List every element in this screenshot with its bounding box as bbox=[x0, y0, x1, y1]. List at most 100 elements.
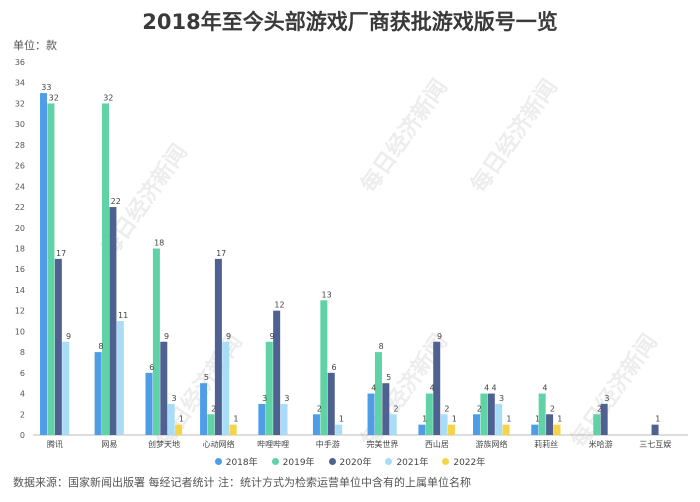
bar bbox=[214, 258, 222, 435]
y-tick-label: 18 bbox=[15, 245, 25, 254]
bar bbox=[502, 424, 510, 435]
bar bbox=[273, 310, 281, 435]
bar bbox=[538, 393, 546, 435]
bar bbox=[145, 372, 153, 435]
bar-value-label: 6 bbox=[149, 363, 154, 372]
bar bbox=[320, 300, 328, 435]
bar-value-label: 1 bbox=[452, 415, 457, 424]
watermark-text: 每日经济新闻 bbox=[356, 74, 453, 197]
bar bbox=[389, 414, 397, 435]
y-tick-label: 20 bbox=[15, 224, 25, 233]
legend-item: 2020年 bbox=[328, 455, 371, 468]
bar-value-label: 2 bbox=[317, 404, 322, 413]
bar bbox=[152, 248, 160, 435]
bar-value-label: 8 bbox=[98, 342, 103, 351]
bar-value-label: 2 bbox=[550, 404, 555, 413]
legend-item: 2018年 bbox=[214, 455, 258, 468]
legend-swatch bbox=[328, 458, 336, 465]
legend-item: 2021年 bbox=[385, 455, 428, 468]
bar-value-label: 8 bbox=[379, 342, 384, 351]
y-tick-label: 14 bbox=[15, 286, 25, 295]
x-category-label: 莉莉丝 bbox=[534, 439, 558, 449]
x-category-label: 哔哩哔哩 bbox=[257, 440, 289, 449]
bar bbox=[167, 403, 175, 435]
chart-bars bbox=[40, 93, 659, 435]
bar bbox=[440, 414, 448, 435]
legend-swatch bbox=[385, 458, 393, 465]
bar-value-label: 2 bbox=[477, 404, 482, 413]
bar bbox=[265, 341, 273, 435]
x-category-label: 中手游 bbox=[316, 439, 340, 449]
bar bbox=[280, 403, 288, 435]
y-tick-label: 2 bbox=[20, 410, 25, 419]
bar-value-label: 22 bbox=[111, 197, 121, 206]
y-tick-label: 12 bbox=[15, 307, 25, 316]
chart-legend: 2018年 2019年 2020年 2021年 2022年 bbox=[0, 455, 700, 468]
bar-value-label: 9 bbox=[226, 332, 231, 341]
y-tick-label: 34 bbox=[15, 79, 25, 88]
bar bbox=[425, 393, 433, 435]
y-tick-label: 22 bbox=[15, 203, 25, 212]
bar-value-label: 2 bbox=[597, 404, 602, 413]
bar-value-label: 17 bbox=[56, 249, 66, 258]
x-category-label: 三七互娱 bbox=[639, 440, 671, 449]
bar-value-label: 3 bbox=[604, 394, 609, 403]
bar bbox=[553, 424, 561, 435]
bar-value-label: 2 bbox=[211, 404, 216, 413]
bar bbox=[47, 103, 55, 435]
bar bbox=[495, 403, 503, 435]
bar bbox=[335, 424, 343, 435]
bar-value-label: 17 bbox=[216, 249, 226, 258]
bar bbox=[374, 352, 382, 435]
x-category-label: 米哈游 bbox=[589, 439, 613, 449]
y-tick-label: 0 bbox=[20, 431, 25, 440]
y-tick-label: 4 bbox=[20, 390, 25, 399]
y-tick-label: 28 bbox=[15, 141, 25, 150]
y-tick-label: 36 bbox=[15, 58, 25, 67]
legend-swatch bbox=[442, 458, 450, 465]
y-tick-label: 32 bbox=[15, 99, 25, 108]
bar bbox=[487, 393, 495, 435]
bar-value-label: 1 bbox=[179, 415, 184, 424]
bar-value-label: 11 bbox=[118, 311, 128, 320]
bar-value-label: 6 bbox=[332, 363, 337, 372]
bar-value-label: 4 bbox=[430, 384, 435, 393]
y-tick-label: 16 bbox=[15, 265, 25, 274]
bar bbox=[116, 321, 124, 435]
x-category-label: 游族网络 bbox=[476, 439, 508, 449]
bar-value-label: 3 bbox=[284, 394, 289, 403]
bar-value-label: 3 bbox=[262, 394, 267, 403]
bar bbox=[258, 403, 266, 435]
bar-value-label: 32 bbox=[49, 93, 59, 102]
bar-value-label: 9 bbox=[66, 332, 71, 341]
chart-category-labels: 腾讯 网易 创梦天地 心动网络 哔哩哔哩 中手游 完美世界 西山居 游族网络 莉莉丝 米哈游 三七互娱 bbox=[47, 439, 671, 449]
watermark-text: 每日经济新闻 bbox=[466, 74, 563, 197]
x-category-label: 西山居 bbox=[425, 439, 449, 449]
bar bbox=[207, 414, 215, 435]
bar bbox=[546, 414, 554, 435]
bar bbox=[94, 352, 102, 435]
bar bbox=[367, 393, 375, 435]
bar bbox=[651, 424, 659, 435]
legend-label: 2018年 bbox=[225, 458, 258, 468]
bar-value-label: 9 bbox=[437, 332, 442, 341]
x-category-label: 心动网络 bbox=[203, 439, 235, 449]
bar-value-label: 1 bbox=[535, 415, 540, 424]
y-tick-label: 6 bbox=[20, 369, 25, 378]
bar-value-label: 1 bbox=[339, 415, 344, 424]
bar-value-label: 2 bbox=[393, 404, 398, 413]
bar bbox=[175, 424, 183, 435]
bar-value-label: 32 bbox=[103, 93, 113, 102]
bar-value-label: 18 bbox=[154, 239, 164, 248]
y-tick-label: 24 bbox=[15, 182, 25, 191]
y-tick-label: 8 bbox=[20, 348, 25, 357]
bar-value-label: 4 bbox=[484, 384, 489, 393]
bar-value-label: 1 bbox=[233, 415, 238, 424]
x-category-label: 创梦天地 bbox=[148, 439, 180, 449]
bar-value-label: 4 bbox=[371, 384, 376, 393]
bar-value-label: 1 bbox=[655, 415, 660, 424]
bar-value-label: 2 bbox=[444, 404, 449, 413]
bar bbox=[54, 258, 62, 435]
bar-value-label: 5 bbox=[386, 373, 391, 382]
